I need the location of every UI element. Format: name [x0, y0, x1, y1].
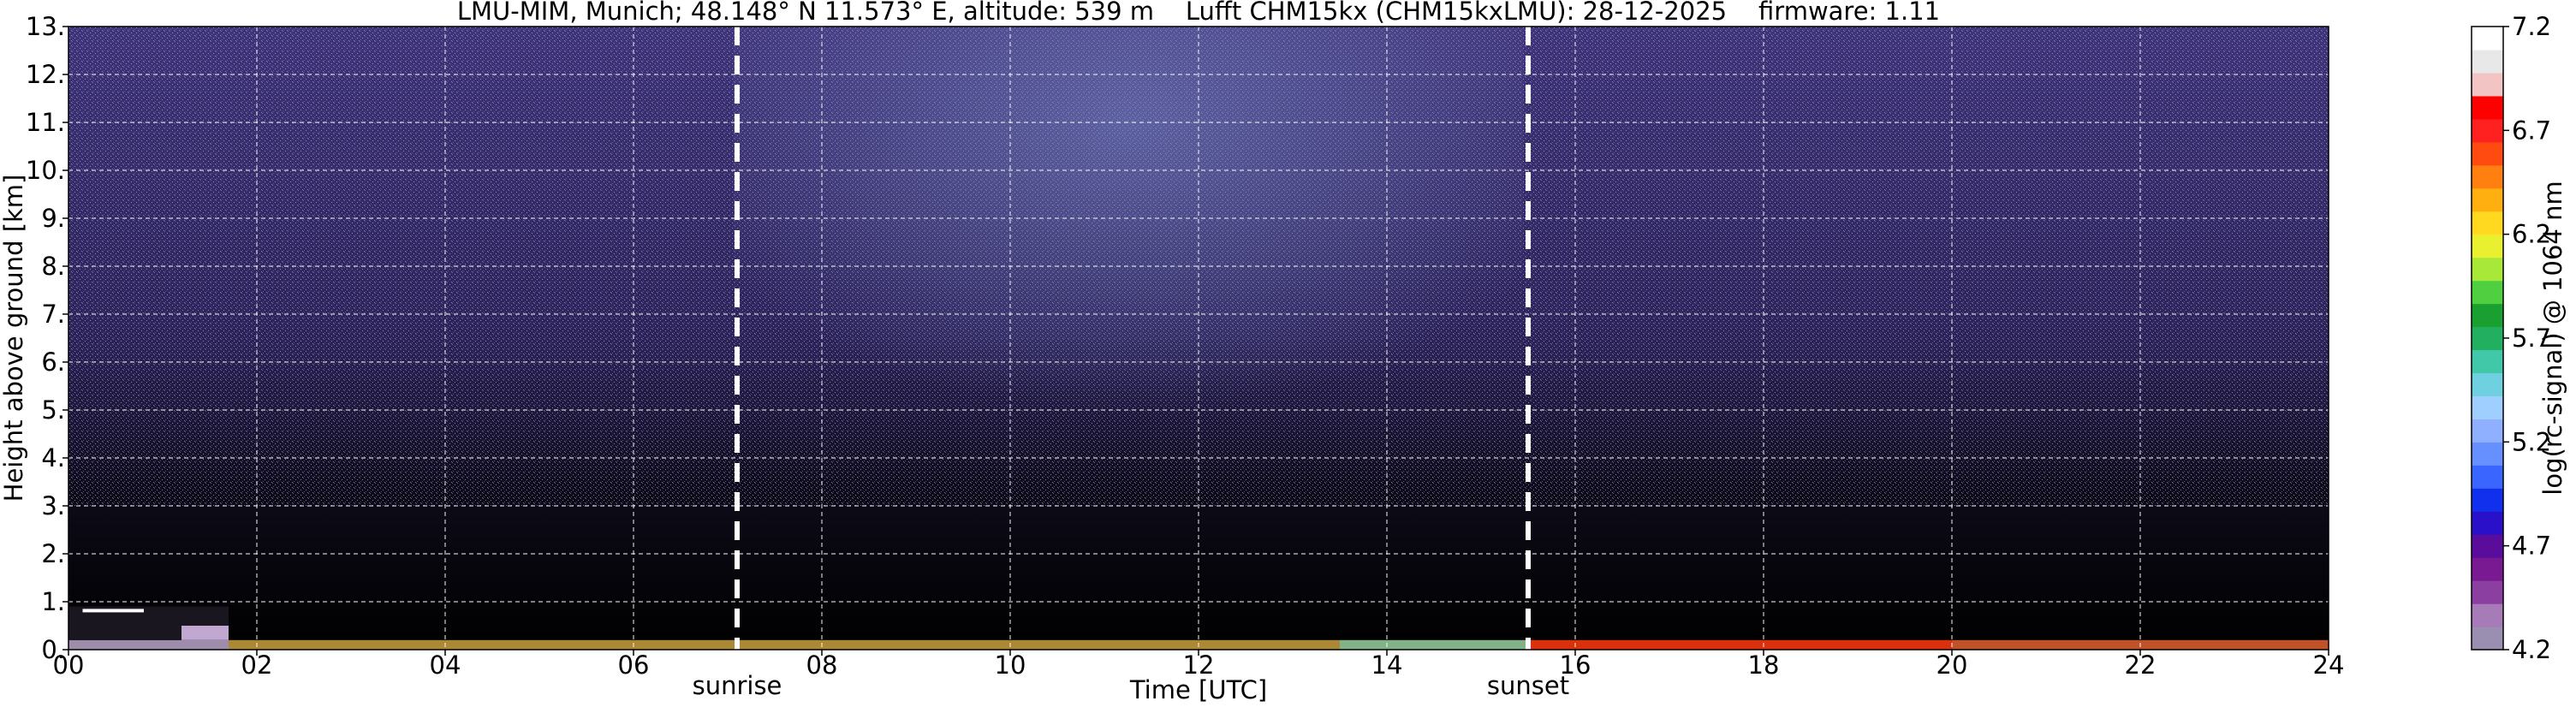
- vertical-markers: [735, 27, 1531, 650]
- x-tick-label: 18: [1748, 651, 1780, 680]
- colorbar-segment: [2472, 511, 2503, 535]
- y-tick-label: 2.: [41, 539, 65, 568]
- colorbar-tick-label: 7.2: [2512, 12, 2551, 41]
- early-aerosol-top: [82, 609, 144, 613]
- colorbar-segment: [2472, 211, 2503, 235]
- y-axis-ticks: 0. 1. 2. 3. 4. 5. 6. 7. 8. 9. 10. 11. 12. 13.: [26, 12, 68, 664]
- colorbar-segment: [2472, 164, 2503, 189]
- x-tick-label: 10: [995, 651, 1026, 680]
- marker-label-sunrise: sunrise: [693, 671, 782, 700]
- y-tick-label: 5.: [41, 395, 65, 425]
- y-tick-label: 8.: [41, 252, 65, 281]
- colorbar-segment: [2472, 395, 2503, 419]
- colorbar-segment: [2472, 234, 2503, 258]
- colorbar-tick-label: 4.2: [2512, 635, 2551, 664]
- colorbar: 4.2 4.7 5.2 5.7 6.2 6.7 7.2: [2471, 12, 2551, 664]
- colorbar-segment: [2472, 118, 2503, 143]
- colorbar-tick-label: 4.7: [2512, 532, 2551, 561]
- grid: [68, 27, 2329, 650]
- colorbar-segment: [2472, 27, 2503, 50]
- colorbar-tick-label: 6.2: [2512, 220, 2551, 249]
- marker-labels: sunrise sunset: [693, 671, 1570, 700]
- colorbar-segment: [2472, 557, 2503, 581]
- y-tick-label: 0.: [41, 635, 65, 664]
- colorbar-segment: [2472, 488, 2503, 512]
- y-tick-label: 3.: [41, 491, 65, 520]
- x-tick-label: 14: [1371, 651, 1403, 680]
- y-tick-label: 13.: [26, 12, 65, 41]
- y-tick-label: 1.: [41, 587, 65, 616]
- x-tick-label: 00: [53, 651, 85, 680]
- marker-label-sunset: sunset: [1487, 671, 1569, 700]
- colorbar-segment: [2472, 349, 2503, 374]
- chart-title: LMU-MIM, Munich; 48.148° N 11.573° E, al…: [457, 0, 1940, 26]
- colorbar-segment: [2472, 419, 2503, 443]
- y-axis-label: Height above ground [km]: [0, 175, 28, 502]
- colorbar-tick-label: 6.7: [2512, 116, 2551, 145]
- colorbar-tick-label: 5.2: [2512, 427, 2551, 456]
- colorbar-segment: [2472, 372, 2503, 397]
- colorbar-tick-label: 5.7: [2512, 324, 2551, 353]
- surface-signal-segment: [68, 639, 229, 650]
- colorbar-segment: [2472, 49, 2503, 74]
- y-tick-label: 9.: [41, 204, 65, 233]
- x-tick-label: 12: [1183, 651, 1215, 680]
- x-tick-label: 16: [1560, 651, 1591, 680]
- colorbar-segment: [2472, 141, 2503, 166]
- colorbar-segment: [2472, 95, 2503, 120]
- x-tick-label: 06: [618, 651, 650, 680]
- x-tick-label: 04: [430, 651, 461, 680]
- x-axis-label: Time [UTC]: [1129, 675, 1267, 704]
- colorbar-segment: [2472, 280, 2503, 305]
- surface-signal-segment: [1528, 639, 1952, 650]
- y-tick-label: 10.: [26, 156, 65, 185]
- x-tick-label: 20: [1936, 651, 1968, 680]
- colorbar-segment: [2472, 627, 2503, 651]
- x-tick-label: 02: [241, 651, 273, 680]
- x-tick-label: 22: [2125, 651, 2157, 680]
- y-tick-label: 11.: [26, 108, 65, 137]
- colorbar-segment: [2472, 465, 2503, 489]
- colorbar-segment: [2472, 187, 2503, 212]
- x-axis-ticks: 00 02 04 06 08 10 12 14 16 18 20 22 24: [53, 650, 2345, 680]
- colorbar-segment: [2472, 534, 2503, 558]
- y-tick-label: 12.: [26, 60, 65, 89]
- colorbar-segment: [2472, 257, 2503, 282]
- surface-signal-segment: [1340, 639, 1528, 650]
- colorbar-segment: [2472, 580, 2503, 604]
- x-tick-label: 24: [2313, 651, 2345, 680]
- x-tick-label: 08: [806, 651, 838, 680]
- colorbar-label: log(rc-signal) @ 1064 nm: [2538, 181, 2567, 495]
- early-aerosol-patch: [181, 626, 229, 640]
- colorbar-segment: [2472, 303, 2503, 328]
- y-tick-label: 6.: [41, 348, 65, 377]
- surface-signal-segment: [229, 639, 1340, 650]
- plot-area: [68, 26, 2329, 651]
- colorbar-segment: [2472, 72, 2503, 97]
- y-tick-label: 7.: [41, 300, 65, 329]
- colorbar-segment: [2472, 442, 2503, 466]
- colorbar-segment: [2472, 326, 2503, 351]
- colorbar-segment: [2472, 603, 2503, 627]
- y-tick-label: 4.: [41, 443, 65, 472]
